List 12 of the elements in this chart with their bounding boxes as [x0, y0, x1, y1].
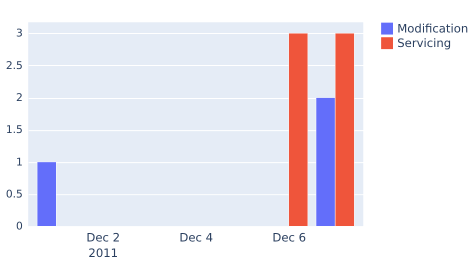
legend-label: Servicing	[397, 36, 452, 50]
legend-label: Modification	[397, 21, 468, 36]
x-tick-label: Dec 6	[272, 230, 306, 244]
y-tick-label: 2	[16, 90, 23, 104]
y-tick-label: 3	[16, 26, 23, 40]
x-tick-label: Dec 2 2011	[86, 230, 120, 260]
y-tick-label: 1	[16, 155, 23, 168]
y-tick-label: 0.5	[6, 187, 23, 200]
y-tick-label: 0	[16, 220, 24, 233]
y-tick-label: 1.5	[6, 123, 23, 136]
x-tick-label: Dec 4	[179, 230, 214, 244]
y-tick-label: 2.5	[6, 58, 23, 72]
